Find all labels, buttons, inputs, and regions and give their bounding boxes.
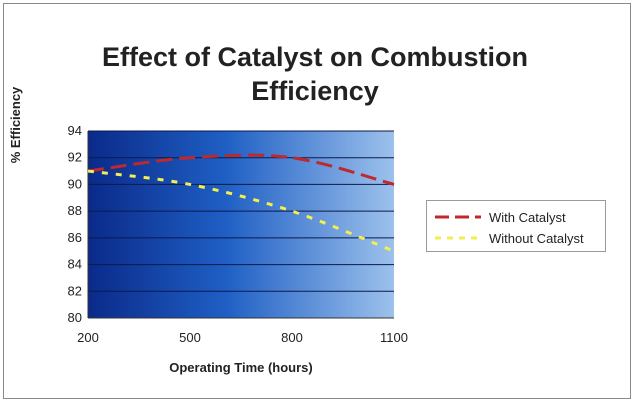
- x-tick-label: 500: [179, 330, 201, 345]
- legend-item-without-catalyst: Without Catalyst: [433, 229, 584, 247]
- legend: With Catalyst Without Catalyst: [426, 200, 606, 252]
- x-tick-label: 800: [281, 330, 303, 345]
- y-tick-label: 88: [68, 203, 82, 218]
- x-axis-label: Operating Time (hours): [169, 360, 313, 375]
- chart-title: Effect of Catalyst on Combustion Efficie…: [101, 42, 528, 106]
- y-tick-label: 82: [68, 283, 82, 298]
- y-tick-label: 80: [68, 310, 82, 325]
- legend-swatch-with-catalyst: [435, 215, 481, 219]
- legend-item-with-catalyst: With Catalyst: [433, 208, 566, 226]
- y-tick-label: 86: [68, 230, 82, 245]
- legend-label-with-catalyst: With Catalyst: [489, 209, 566, 225]
- y-tick-label: 92: [68, 150, 82, 165]
- x-tick-label: 1100: [380, 330, 408, 345]
- legend-swatch-without-catalyst: [435, 236, 481, 240]
- y-tick-label: 90: [68, 176, 82, 191]
- x-tick-label: 200: [77, 330, 99, 345]
- y-tick-label: 94: [68, 123, 82, 138]
- series-line-without-catalyst: [87, 169, 395, 253]
- series-line-with-catalyst: [87, 153, 395, 186]
- legend-label-without-catalyst: Without Catalyst: [489, 230, 584, 246]
- plot-background: [88, 131, 394, 318]
- y-tick-label: 84: [68, 257, 82, 272]
